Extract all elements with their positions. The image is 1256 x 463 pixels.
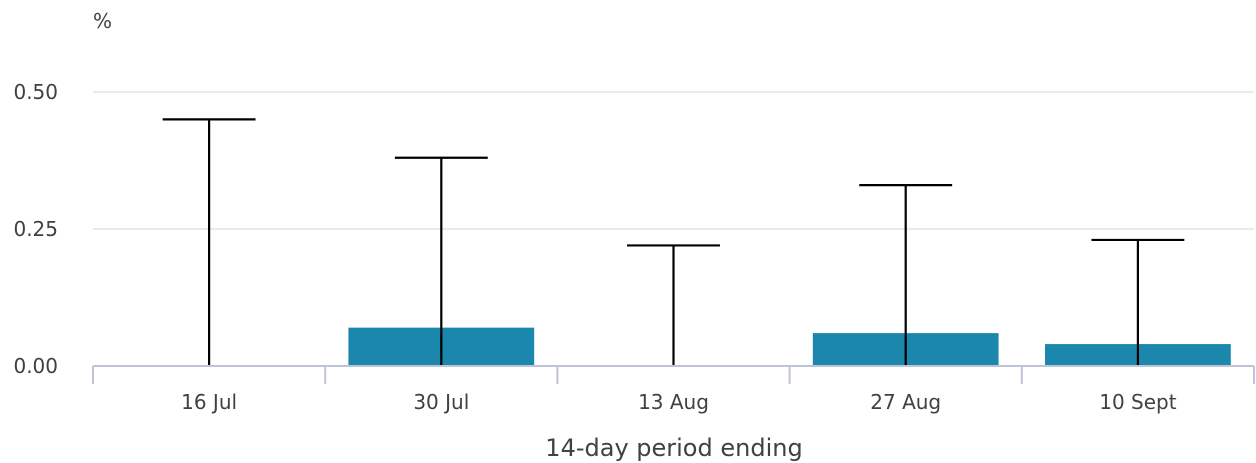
x-tick-label: 10 Sept (1099, 390, 1177, 414)
x-tick-label: 30 Jul (413, 390, 469, 414)
error-bars (162, 118, 1185, 366)
y-axis-ticks: 0.00 0.25 0.50 (13, 80, 58, 378)
y-tick-label: 0.25 (13, 217, 58, 241)
y-tick-label: 0.00 (13, 354, 58, 378)
gridlines (93, 91, 1254, 230)
x-axis: 16 Jul 30 Jul 13 Aug 27 Aug 10 Sept (92, 365, 1255, 414)
y-tick-label: 0.50 (13, 80, 58, 104)
y-unit-label: % (93, 9, 112, 33)
bars (348, 327, 1231, 366)
x-tick-label: 16 Jul (181, 390, 237, 414)
x-axis-title: 14-day period ending (545, 434, 802, 462)
x-tick-label: 13 Aug (638, 390, 709, 414)
x-tick-label: 27 Aug (870, 390, 941, 414)
